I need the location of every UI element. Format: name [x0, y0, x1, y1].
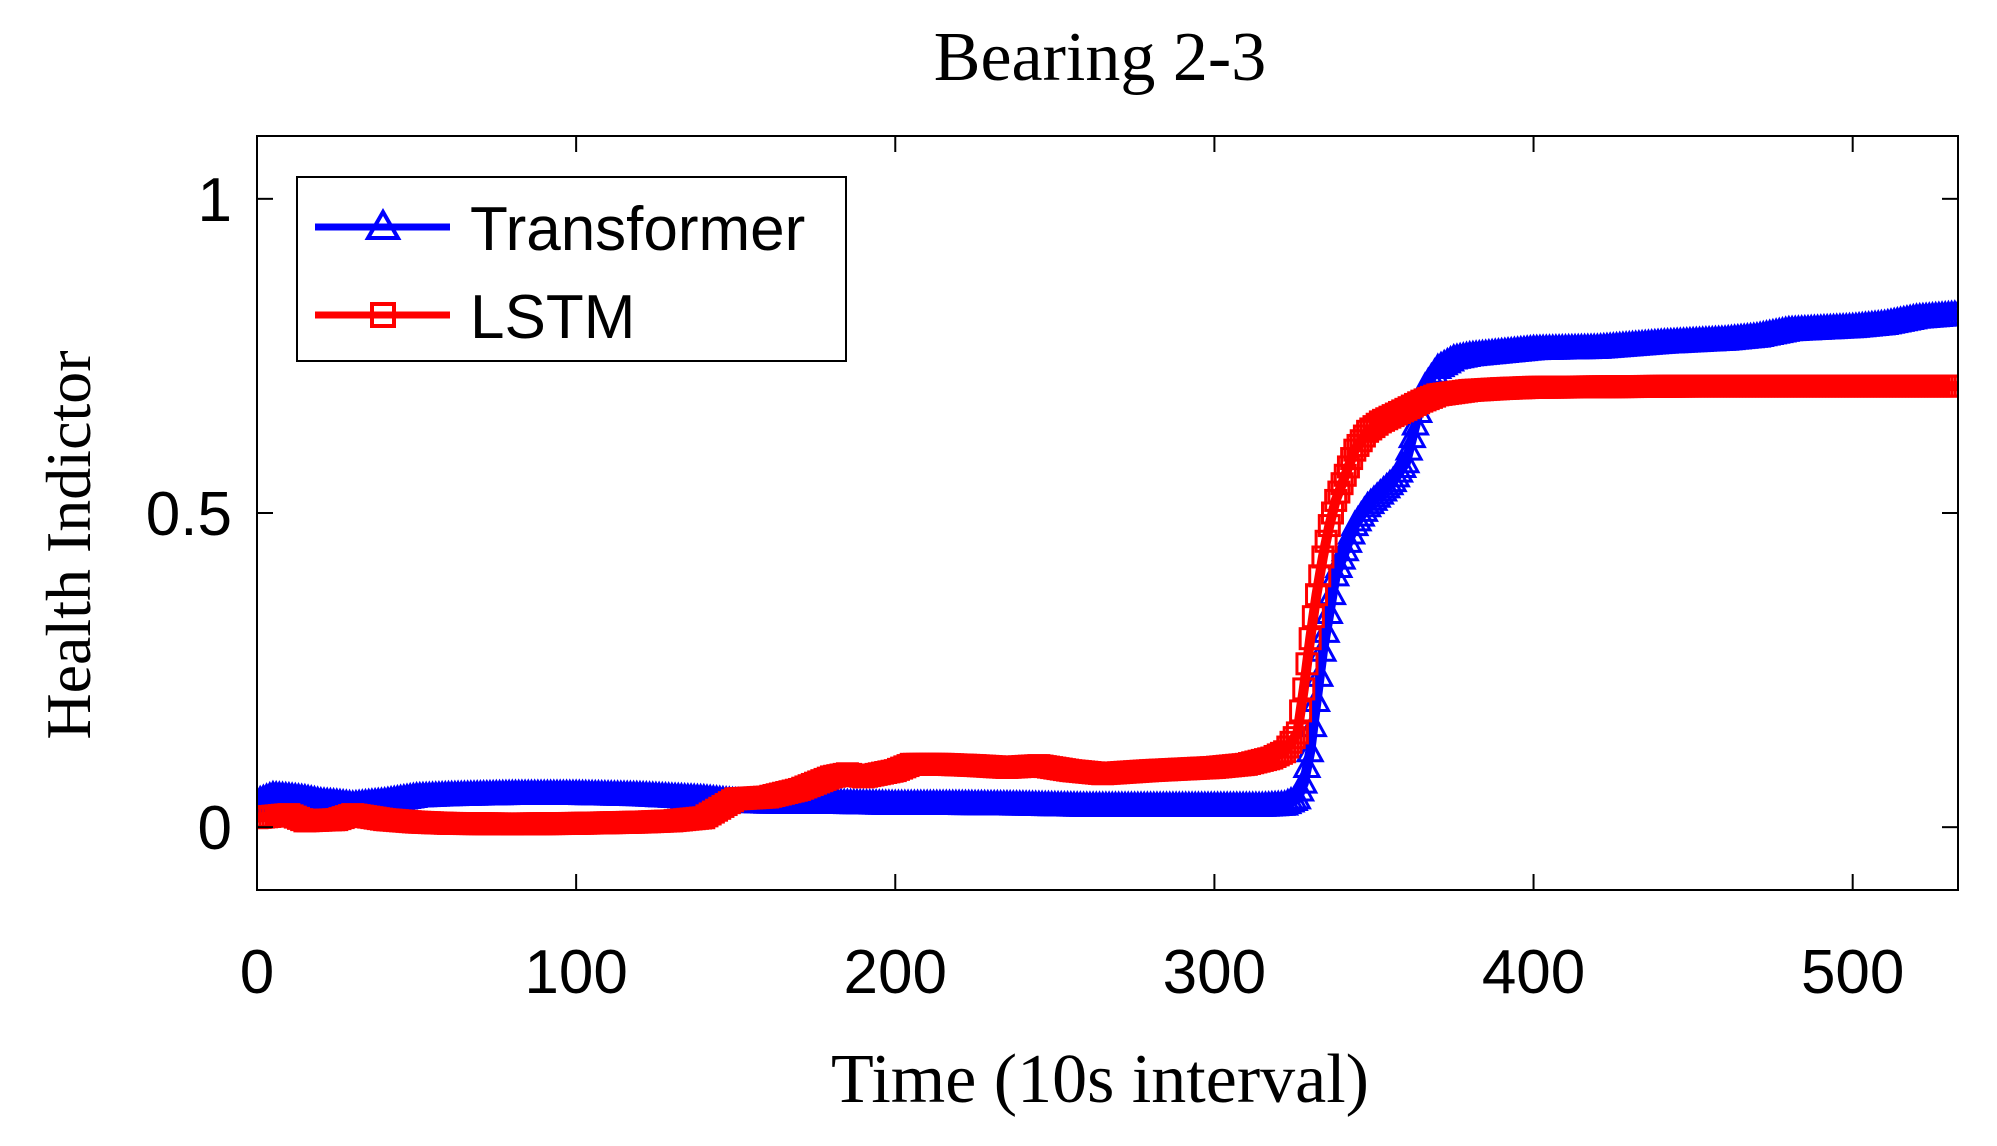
series-lstm-marker — [1327, 480, 1351, 504]
series-lstm-marker — [1295, 652, 1319, 676]
plot-area — [257, 298, 1958, 836]
y-tick-label: 0.5 — [146, 480, 232, 549]
series-lstm-marker — [1333, 463, 1357, 487]
x-axis-label: Time (10s interval) — [831, 1041, 1369, 1118]
series-transformer-marker — [1394, 434, 1424, 461]
series-transformer-marker — [1391, 446, 1421, 474]
legend-lstm-label: LSTM — [470, 283, 635, 352]
series-transformer-marker — [1943, 298, 1958, 326]
x-tick-label: 200 — [844, 938, 947, 1007]
series-lstm-marker — [1314, 529, 1338, 553]
series-lstm-marker — [1311, 545, 1335, 569]
series-transformer-marker — [1273, 787, 1303, 815]
x-tick-label: 400 — [1482, 938, 1585, 1007]
legend-transformer-label: Transformer — [470, 195, 805, 264]
series-transformer-marker — [1289, 767, 1319, 794]
series-transformer-marker — [1295, 735, 1325, 763]
legend: Transformer LSTM — [296, 176, 847, 362]
series-lstm-marker — [1946, 374, 1958, 398]
series-lstm-marker — [1289, 699, 1313, 723]
axes-frame — [256, 135, 1959, 891]
series-transformer-marker — [1397, 421, 1427, 449]
y-axis-label: Health Indictor — [33, 350, 104, 739]
series-lstm-marker — [1324, 488, 1348, 512]
axis-ticks: 0 100 200 300 400 500 0 0.5 1 — [146, 136, 1958, 1007]
series-lstm-marker — [1285, 721, 1309, 745]
legend-box — [296, 176, 847, 362]
series-transformer-marker — [1270, 789, 1300, 816]
legend-transformer-marker — [364, 207, 402, 240]
y-tick-label: 0 — [198, 794, 232, 863]
y-tick-label: 1 — [198, 166, 232, 235]
series-lstm-marker — [1317, 514, 1341, 538]
series-group — [257, 298, 1958, 836]
legend-lstm-marker — [370, 302, 396, 328]
series-transformer-marker — [1292, 751, 1322, 778]
x-tick-label: 500 — [1801, 938, 1904, 1007]
series-lstm-marker — [1298, 627, 1322, 651]
chart-title: Bearing 2-3 — [934, 19, 1266, 96]
x-tick-label: 100 — [524, 938, 627, 1007]
series-lstm-marker — [1282, 726, 1306, 750]
series-lstm-marker — [1292, 677, 1316, 701]
x-tick-label: 0 — [240, 938, 274, 1007]
series-lstm-marker — [1301, 605, 1325, 629]
series-lstm-marker — [1330, 472, 1354, 496]
x-tick-label: 300 — [1163, 938, 1266, 1007]
